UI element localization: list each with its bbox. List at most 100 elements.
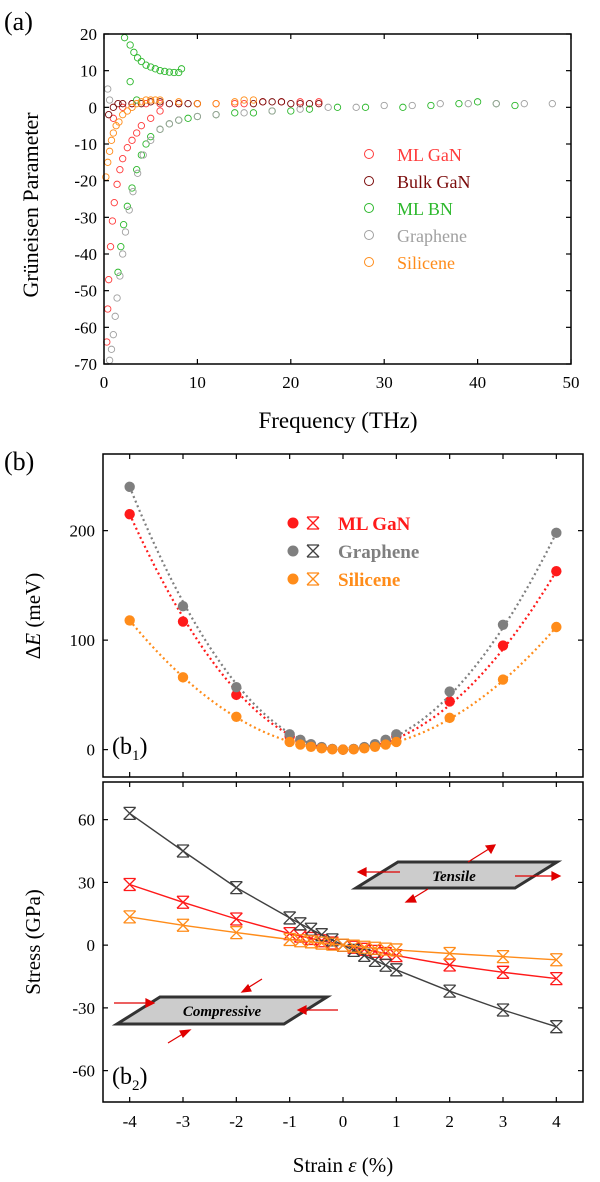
point-ml-gan [231, 689, 242, 701]
point-graphene [124, 481, 135, 493]
point-ml-bn [170, 68, 178, 77]
point-silicene [380, 739, 391, 750]
point-ml-gan [147, 114, 155, 122]
point-graphene [551, 527, 562, 539]
point-silicene [249, 96, 258, 104]
point-ml-gan [137, 122, 146, 130]
point-graphene [113, 294, 121, 302]
point-ml-gan [104, 305, 112, 313]
point-graphene [436, 100, 444, 108]
point-ml-gan [133, 129, 141, 137]
point-bulk-gan [105, 111, 113, 119]
point-silicene [151, 96, 160, 104]
point-silicene [304, 935, 318, 949]
point-silicene [119, 111, 127, 119]
point-silicene [105, 147, 114, 155]
legend-dot-ml-gan [287, 517, 299, 529]
legend-marker-bulk-gan [364, 176, 374, 186]
x-tick-label: 0 [339, 1112, 348, 1131]
point-graphene [104, 85, 112, 93]
y-tick-label: -40 [74, 245, 97, 264]
point-ml-bn [333, 103, 342, 111]
x-tick-label: 40 [469, 373, 486, 392]
point-silicene [142, 96, 150, 104]
y-tick-label: -10 [74, 135, 97, 154]
point-ml-bn [137, 151, 146, 159]
tensile-plate [350, 860, 563, 890]
legend-cross-graphene [306, 544, 320, 558]
legend-label-bulk-gan: Bulk GaN [397, 172, 471, 192]
tensile-label: Tensile [432, 869, 476, 885]
legend-dot-silicene [287, 573, 299, 585]
point-ml-gan [304, 931, 318, 946]
point-silicene [156, 96, 164, 104]
point-ml-bn [123, 202, 132, 210]
point-silicene [133, 100, 141, 108]
panel-b2-label: (b2) [112, 1064, 148, 1094]
legend-marker-silicene [364, 257, 374, 267]
legend-marker-ml-bn [364, 203, 374, 213]
panel-b1-x-ticks [129, 454, 557, 777]
point-graphene [389, 963, 403, 977]
panel-a-plot [102, 34, 556, 364]
point-silicene [391, 736, 402, 748]
point-silicene [231, 711, 242, 722]
point-bulk-gan [277, 98, 286, 106]
point-silicene [325, 937, 339, 951]
y-tick-label: 30 [78, 873, 95, 892]
point-graphene [391, 729, 402, 740]
point-ml-gan [106, 243, 115, 251]
point-ml-bn [142, 140, 150, 148]
compressive-arrows [114, 978, 338, 1044]
point-ml-gan [119, 155, 127, 163]
y-tick-label: -20 [74, 172, 97, 191]
point-ml-bn [133, 54, 142, 62]
point-ml-gan [229, 912, 243, 926]
point-ml-bn [427, 101, 435, 110]
point-bulk-gan [259, 98, 267, 106]
panel-b2-y-axis-label: Stress (GPa) [21, 889, 45, 995]
fit-curve-silicene [128, 619, 558, 751]
point-graphene [520, 100, 528, 108]
point-silicene [240, 96, 248, 104]
point-silicene [193, 100, 202, 108]
point-silicene [147, 96, 155, 104]
point-graphene [379, 958, 393, 972]
point-ml-gan [315, 98, 323, 106]
point-graphene [496, 1003, 510, 1017]
point-ml-gan [116, 166, 124, 174]
point-graphene [175, 116, 183, 124]
point-bulk-gan [109, 103, 117, 111]
point-graphene [315, 928, 329, 942]
point-ml-gan [240, 100, 248, 108]
point-graphene [296, 105, 304, 113]
panel-a-label: (a) [4, 7, 33, 36]
tensile-arrows [356, 844, 562, 903]
legend-label-silicene: Silicene [397, 253, 455, 273]
point-ml-bn [130, 48, 138, 56]
point-ml-bn [126, 41, 134, 49]
point-ml-gan [549, 971, 563, 986]
point-silicene [293, 934, 307, 948]
point-silicene [357, 940, 371, 954]
point-bulk-gan [315, 100, 323, 108]
point-graphene [283, 911, 297, 925]
panel-b2-plot [123, 806, 563, 1034]
line-silicene [129, 916, 557, 961]
point-silicene [389, 943, 403, 957]
point-bulk-gan [175, 100, 183, 108]
point-graphene [464, 100, 472, 108]
point-ml-bn [511, 101, 519, 110]
point-graphene [352, 103, 360, 111]
point-graphene [548, 100, 556, 108]
point-ml-bn [151, 65, 160, 73]
y-tick-label: -60 [74, 318, 97, 337]
legend-marker-graphene [364, 230, 374, 240]
series-silicene [124, 615, 562, 755]
point-ml-bn [287, 107, 295, 115]
point-graphene [368, 953, 382, 968]
y-tick-label: -30 [74, 208, 97, 227]
line-ml-gan [129, 883, 557, 980]
point-bulk-gan [119, 100, 127, 108]
point-graphene [380, 101, 388, 110]
